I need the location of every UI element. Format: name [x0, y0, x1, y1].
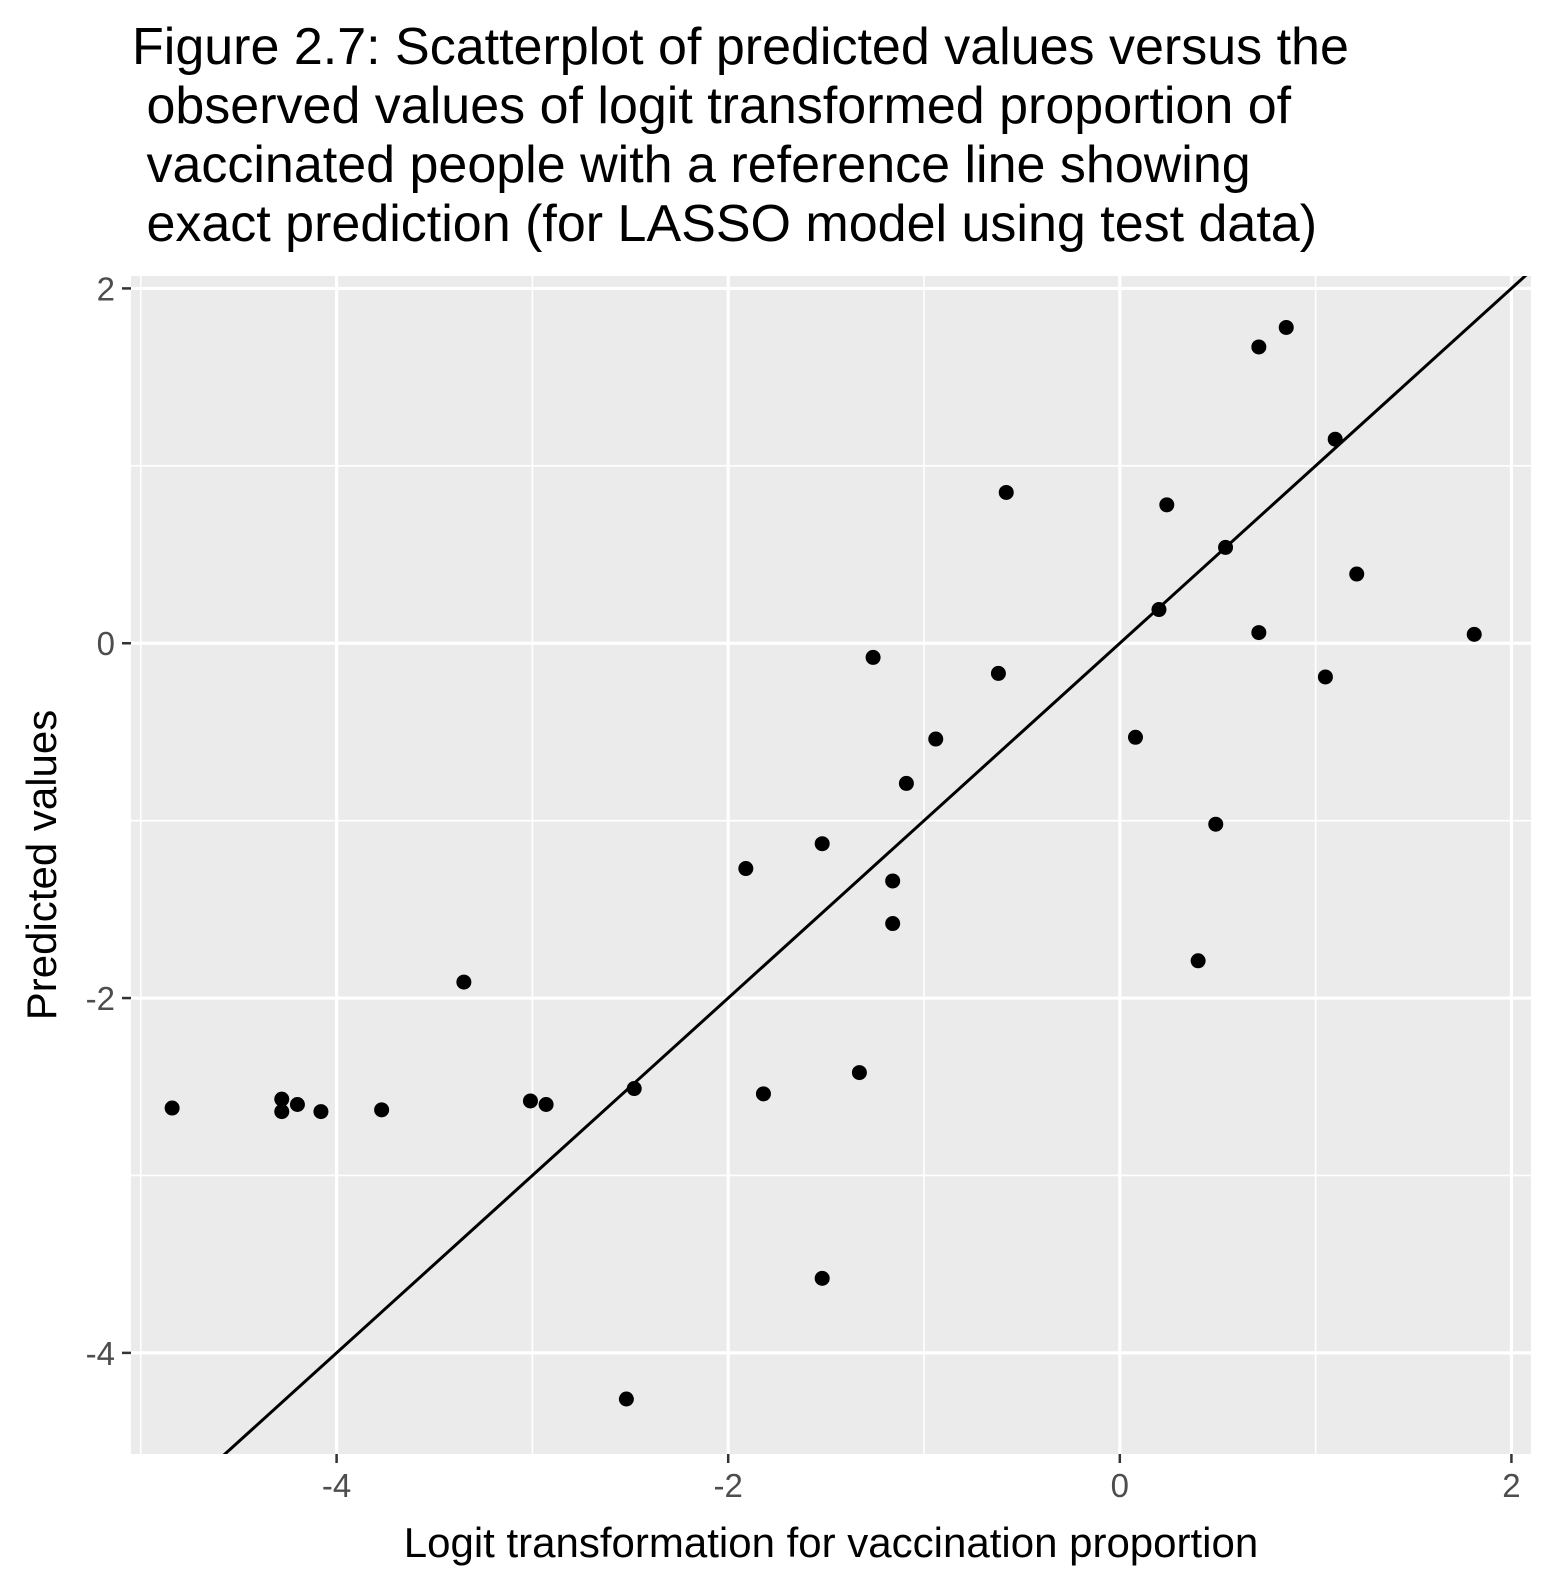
y-axis-ticks: -4 -2 0 2 — [86, 270, 131, 1372]
chart-title: Figure 2.7: Scatterplot of predicted val… — [132, 18, 1349, 253]
data-point-3 — [289, 1097, 305, 1113]
data-point-25 — [1159, 497, 1175, 513]
x-tick-label-3: 2 — [1502, 1467, 1520, 1504]
data-point-16 — [865, 649, 881, 665]
data-point-28 — [1218, 539, 1234, 555]
data-point-14 — [814, 1270, 830, 1286]
chart-title-line-1: Figure 2.7: Scatterplot of predicted val… — [132, 18, 1349, 76]
data-point-32 — [1317, 669, 1333, 685]
data-point-18 — [885, 916, 901, 932]
data-point-23 — [1127, 729, 1143, 745]
grid-major-lines — [131, 276, 1531, 1454]
data-point-4 — [313, 1104, 329, 1120]
data-point-5 — [374, 1102, 390, 1118]
data-point-31 — [1278, 319, 1294, 335]
plot-panel — [131, 276, 1531, 1454]
data-point-7 — [522, 1093, 538, 1109]
grid-minor-lines — [131, 276, 1531, 1454]
data-point-9 — [626, 1081, 642, 1097]
data-point-26 — [1190, 953, 1206, 969]
data-point-22 — [998, 484, 1014, 500]
data-point-20 — [928, 731, 944, 747]
data-point-13 — [814, 836, 830, 852]
data-point-33 — [1327, 431, 1343, 447]
data-point-29 — [1251, 625, 1267, 641]
x-tick-label-1: -2 — [714, 1467, 743, 1504]
data-point-27 — [1208, 816, 1224, 832]
data-point-19 — [898, 775, 914, 791]
reference-line — [222, 276, 1528, 1454]
data-point-34 — [1349, 566, 1365, 582]
data-point-6 — [456, 974, 472, 990]
data-point-12 — [755, 1086, 771, 1102]
y-axis-title: Predicted values — [18, 710, 65, 1021]
x-axis-ticks: -4 -2 0 2 — [322, 1454, 1521, 1504]
data-point-17 — [885, 873, 901, 889]
x-tick-label-0: -4 — [322, 1467, 351, 1504]
data-points — [164, 319, 1482, 1407]
data-point-2 — [274, 1104, 290, 1120]
x-axis-title: Logit transformation for vaccination pro… — [404, 1519, 1258, 1566]
y-tick-label-0: -4 — [86, 1335, 115, 1372]
data-point-0 — [164, 1100, 180, 1116]
data-point-10 — [618, 1391, 634, 1407]
chart-title-line-4: exact prediction (for LASSO model using … — [132, 195, 1317, 253]
data-point-24 — [1151, 602, 1167, 618]
chart-title-line-3: vaccinated people with a reference line … — [132, 136, 1251, 194]
y-tick-label-3: 2 — [97, 270, 115, 307]
data-point-8 — [538, 1097, 554, 1113]
data-point-35 — [1466, 626, 1482, 642]
y-tick-label-1: -2 — [86, 980, 115, 1017]
y-tick-label-2: 0 — [97, 625, 115, 662]
data-point-15 — [851, 1065, 867, 1081]
data-point-30 — [1251, 339, 1267, 355]
chart-title-line-2: observed values of logit transformed pro… — [132, 77, 1292, 135]
data-point-11 — [738, 861, 754, 877]
data-point-21 — [990, 665, 1006, 681]
data-point-1 — [274, 1091, 290, 1107]
x-tick-label-2: 0 — [1111, 1467, 1129, 1504]
